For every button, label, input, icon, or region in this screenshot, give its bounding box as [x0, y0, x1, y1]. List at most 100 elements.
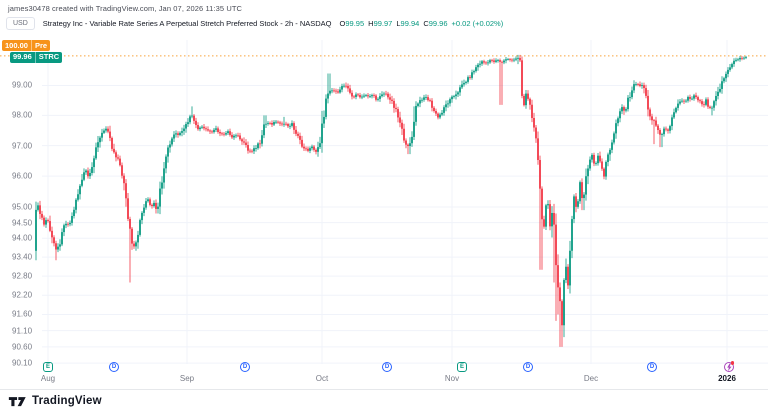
candle-body — [437, 113, 439, 118]
candle-body — [553, 212, 555, 225]
candle-body — [111, 137, 113, 149]
candle-body — [457, 92, 459, 95]
candle-body — [541, 188, 543, 220]
candle-body — [387, 93, 389, 98]
candle-body — [143, 207, 145, 213]
candle-body — [97, 142, 99, 148]
candle-body — [85, 170, 87, 173]
price-axis-label: 96.00 — [12, 171, 33, 181]
candle-body — [613, 133, 615, 143]
candle-body — [667, 129, 669, 131]
candle-body — [391, 99, 393, 101]
candle-body — [485, 62, 487, 64]
candle-body — [263, 124, 265, 136]
candle-body — [207, 129, 209, 131]
candle-body — [325, 98, 327, 117]
candle-body — [45, 220, 47, 225]
candle-body — [687, 96, 689, 101]
candle-body — [41, 213, 43, 218]
candle-body — [657, 125, 659, 131]
earnings-marker-icon[interactable]: E — [457, 362, 467, 372]
candle-body — [433, 107, 435, 112]
candle-body — [699, 100, 701, 102]
candle-body — [327, 93, 329, 99]
candle-body — [511, 59, 513, 61]
candle-body — [299, 135, 301, 140]
premarket-session-label: Pre — [34, 40, 48, 50]
candle-body — [149, 199, 151, 205]
candle-body — [243, 141, 245, 143]
open-value: 99.95 — [345, 18, 365, 28]
candle-body — [193, 115, 195, 121]
candle-body — [235, 135, 237, 137]
dividend-marker-icon[interactable]: D — [240, 362, 250, 372]
dividend-marker-icon[interactable]: D — [523, 362, 533, 372]
candle-body — [113, 148, 115, 153]
candle-body — [83, 172, 85, 180]
candle-body — [709, 106, 711, 108]
candle-body — [215, 128, 217, 130]
candle-body — [43, 217, 45, 225]
candle-body — [565, 266, 567, 281]
month-axis-label: Sep — [179, 374, 195, 383]
candle-body — [355, 94, 357, 97]
candle-body — [257, 143, 259, 149]
candle-body — [743, 57, 745, 59]
candle-body — [581, 182, 583, 199]
candle-body — [691, 98, 693, 100]
footer-brand[interactable]: TradingView — [8, 394, 102, 408]
candle-body — [557, 265, 559, 288]
candle-body — [375, 95, 377, 100]
candle-body — [633, 84, 635, 91]
candle-body — [537, 138, 539, 160]
candle-body — [131, 228, 133, 244]
dividend-marker-icon[interactable]: D — [647, 362, 657, 372]
earnings-marker-icon[interactable]: E — [43, 362, 53, 372]
candle-body — [649, 109, 651, 117]
candle-body — [79, 185, 81, 195]
dividend-marker-icon[interactable]: D — [382, 362, 392, 372]
candle-body — [489, 60, 491, 63]
candle-body — [133, 243, 135, 247]
candle-body — [77, 194, 79, 200]
candle-body — [563, 280, 565, 326]
candle-body — [285, 123, 287, 125]
candle-body — [253, 148, 255, 152]
candle-body — [349, 88, 351, 93]
candle-body — [701, 101, 703, 105]
candle-body — [157, 206, 159, 209]
dividend-marker-icon[interactable]: D — [109, 362, 119, 372]
candle-body — [73, 209, 75, 216]
candle-body — [575, 196, 577, 207]
candle-body — [127, 198, 129, 219]
candle-body — [527, 93, 529, 99]
candle-body — [385, 93, 387, 95]
candle-body — [673, 112, 675, 118]
candle-body — [293, 123, 295, 130]
candle-body — [37, 205, 39, 210]
candle-body — [341, 86, 343, 90]
candle-body — [173, 134, 175, 139]
candle-body — [137, 234, 139, 243]
candle-body — [543, 219, 545, 227]
candle-body — [741, 57, 743, 59]
candle-body — [351, 92, 353, 97]
candle-body — [269, 122, 271, 124]
currency-chip[interactable]: USD — [6, 16, 35, 30]
high-label: H — [368, 18, 374, 28]
candle-body — [181, 131, 183, 133]
month-axis-label: Dec — [583, 374, 599, 383]
price-axis-label: 97.00 — [12, 141, 33, 151]
candle-body — [159, 188, 161, 207]
candle-body — [697, 97, 699, 101]
candle-body — [445, 104, 447, 108]
candle-body — [167, 147, 169, 157]
candle-body — [87, 170, 89, 177]
upcoming-marker-icon[interactable] — [724, 361, 734, 372]
candle-body — [279, 122, 281, 124]
price-axis-label: 95.00 — [12, 202, 33, 212]
candle-body — [659, 130, 661, 135]
candle-body — [53, 237, 55, 244]
candle-body — [373, 95, 375, 96]
